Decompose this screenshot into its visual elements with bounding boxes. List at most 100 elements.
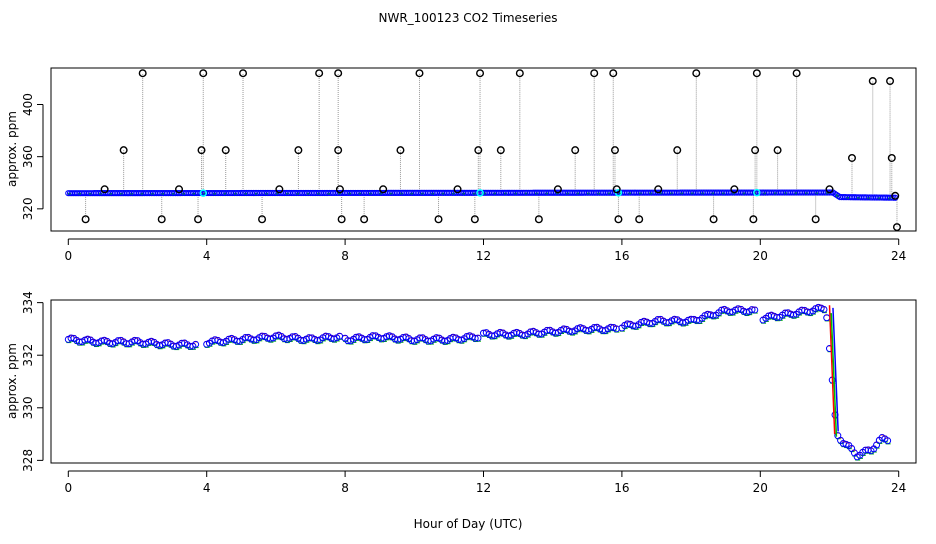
primary-point (748, 306, 756, 314)
outlier-point (294, 146, 303, 155)
outlier-point (609, 69, 618, 78)
primary-point (734, 305, 742, 313)
bottom-y-tick-label: 334 (21, 291, 35, 314)
bottom-y-axis-label: approx. ppm (5, 343, 19, 419)
outlier-point (825, 185, 834, 194)
outlier-point (81, 215, 90, 224)
primary-point (250, 336, 258, 344)
outlier-point (847, 153, 856, 162)
primary-point (156, 342, 164, 350)
bottom-y-axis: 328 330 332 334 (21, 291, 44, 472)
outlier-point (571, 146, 580, 155)
outlier-point (612, 185, 621, 194)
outlier-point (868, 77, 877, 86)
top-x-tick-label: 24 (891, 249, 906, 263)
outlier-point (360, 215, 369, 224)
primary-point (504, 332, 512, 340)
bottom-panel: 0 4 8 12 16 20 24 328 330 332 334 approx. ppm (5, 291, 917, 495)
bottom-x-axis: 0 4 8 12 16 20 24 (64, 470, 906, 495)
primary-point (773, 314, 781, 322)
top-baseline-series (65, 188, 899, 201)
highlight-point (476, 189, 484, 197)
outlier-point (474, 146, 483, 155)
primary-point (823, 314, 831, 322)
top-x-tick-label: 0 (64, 249, 72, 263)
primary-point (92, 339, 100, 347)
top-plot-frame (50, 67, 917, 232)
top-y-tick-label: 400 (21, 93, 35, 116)
primary-point (751, 306, 759, 314)
outlier-point (258, 215, 267, 224)
top-x-axis: 0 4 8 12 16 20 24 (64, 238, 906, 263)
outlier-point (752, 69, 761, 78)
bottom-y-tick-label: 330 (21, 396, 35, 419)
top-x-tick-label: 8 (341, 249, 349, 263)
outlier-point (476, 69, 485, 78)
primary-point (441, 337, 449, 345)
outlier-point (197, 146, 206, 155)
bottom-x-tick-label: 4 (203, 481, 211, 495)
top-outlier-points (81, 69, 901, 232)
outlier-point (337, 215, 346, 224)
bottom-x-tick-label: 24 (891, 481, 906, 495)
x-axis-label: Hour of Day (UTC) (414, 517, 523, 531)
chart-title: NWR_100123 CO2 Timeseries (379, 11, 558, 25)
drop-line-primary (832, 307, 839, 432)
bottom-x-tick-label: 0 (64, 481, 72, 495)
outlier-point (515, 69, 524, 78)
primary-point (679, 319, 687, 327)
top-y-tick-label: 320 (21, 197, 35, 220)
outlier-point (887, 153, 896, 162)
outlier-point (751, 146, 760, 155)
outlier-point (315, 69, 324, 78)
outlier-point (590, 69, 599, 78)
outlier-point (434, 215, 443, 224)
outlier-point (534, 215, 543, 224)
top-y-tick-label: 360 (21, 145, 35, 168)
outlier-point (100, 185, 109, 194)
highlight-point (753, 188, 761, 197)
highlight-point (199, 189, 207, 197)
bottom-x-tick-label: 20 (753, 481, 768, 495)
outlier-point (275, 185, 284, 194)
primary-point (742, 308, 750, 316)
outlier-point (138, 69, 147, 78)
bottom-y-tick-label: 332 (21, 344, 35, 367)
outlier-point (654, 185, 663, 194)
outlier-point (335, 185, 344, 194)
outlier-point (886, 77, 895, 86)
top-stems (85, 73, 898, 228)
drop-line-tertiary (828, 305, 836, 435)
top-x-tick-label: 12 (476, 249, 491, 263)
bottom-plot-frame (50, 299, 917, 464)
outlier-point (379, 185, 388, 194)
primary-point (313, 337, 321, 345)
primary-point (211, 336, 219, 344)
outlier-point (157, 215, 166, 224)
outlier-point (199, 69, 208, 78)
top-x-tick-label: 4 (203, 249, 211, 263)
primary-point (820, 306, 828, 314)
outlier-point (221, 146, 230, 155)
outlier-point (119, 146, 128, 155)
outlier-point (496, 146, 505, 155)
outlier-point (811, 215, 820, 224)
outlier-point (692, 69, 701, 78)
primary-point (471, 334, 479, 342)
outlier-point (175, 185, 184, 194)
top-y-axis-label: approx. ppm (5, 111, 19, 187)
outlier-point (709, 215, 718, 224)
primary-point (884, 437, 892, 445)
primary-point (496, 328, 504, 336)
outlier-point (749, 215, 758, 224)
bottom-x-tick-label: 16 (614, 481, 629, 495)
outlier-point (891, 191, 900, 200)
outlier-point (892, 223, 901, 232)
top-x-tick-label: 16 (614, 249, 629, 263)
primary-point (192, 340, 200, 348)
outlier-point (614, 215, 623, 224)
top-panel: 0 4 8 12 16 20 24 320 360 400 approx. ppm (5, 67, 917, 263)
outlier-point (792, 69, 801, 78)
